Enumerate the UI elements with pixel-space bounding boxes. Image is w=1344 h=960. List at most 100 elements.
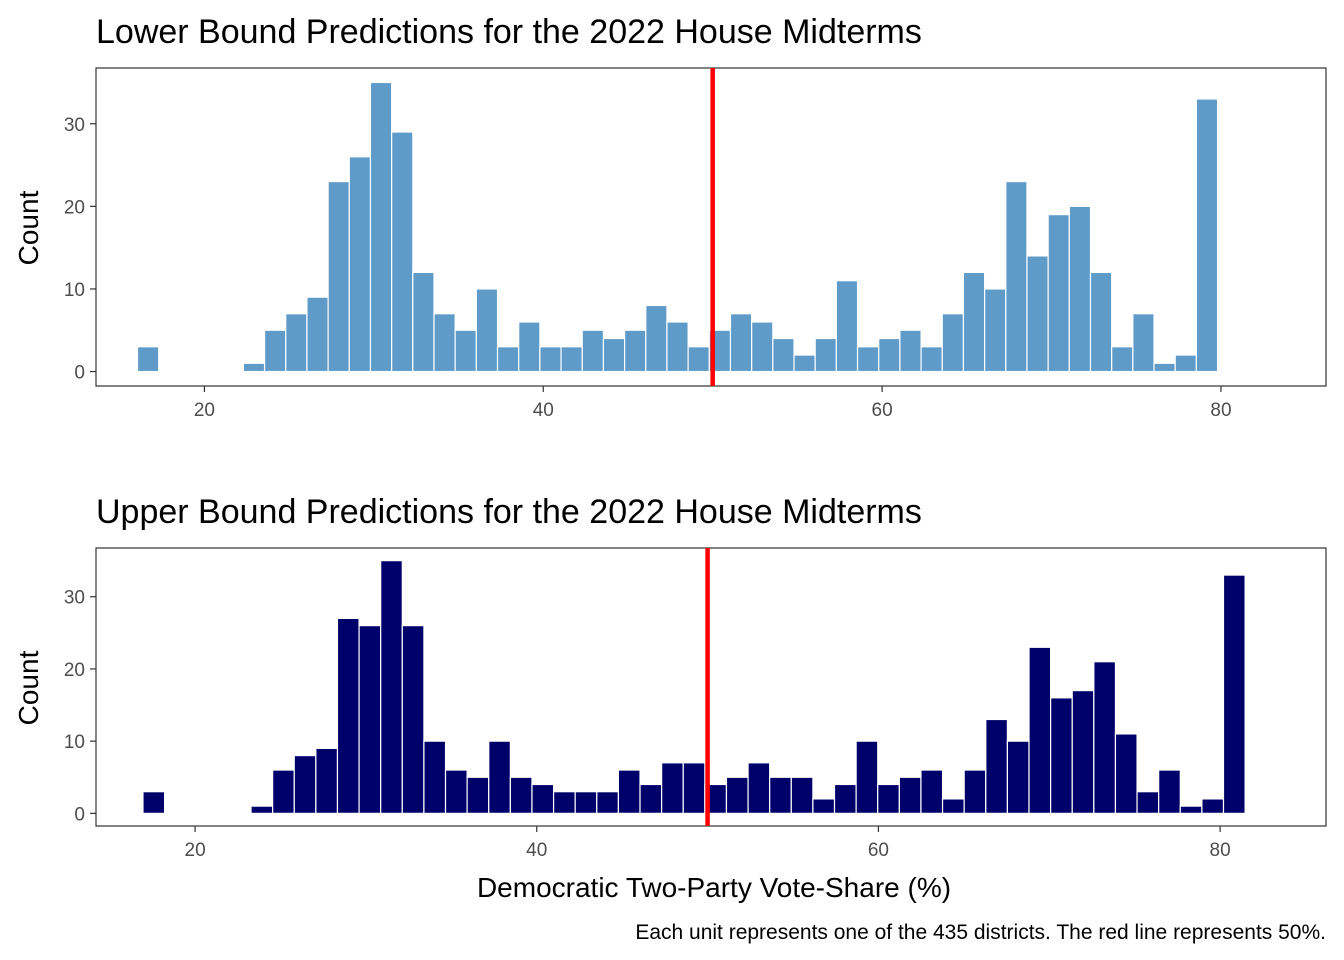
- upper-bound-bar: [488, 740, 511, 814]
- upper-bound-x-tick-label: 80: [1210, 840, 1231, 861]
- lower-bound-bar: [687, 346, 710, 373]
- upper-bound-bar: [920, 769, 944, 814]
- upper-bound-bar: [639, 783, 663, 814]
- upper-bound-bar: [790, 776, 814, 814]
- lower-bound-bar: [1005, 180, 1028, 373]
- upper-bound-bar: [1179, 805, 1203, 814]
- x-axis-label: Democratic Two-Party Vote-Share (%): [477, 872, 951, 903]
- upper-bound-bar: [358, 625, 382, 814]
- lower-bound-bar: [941, 313, 965, 373]
- lower-bound-x-tick-label: 40: [533, 400, 554, 421]
- lower-bound-bars: [136, 81, 1219, 373]
- upper-bound-bars: [142, 560, 1246, 814]
- upper-bound-bar: [315, 747, 339, 814]
- upper-bound-bar: [1158, 769, 1181, 814]
- lower-bound-bar: [602, 337, 626, 373]
- lower-bound-panel: Lower Bound Predictions for the 2022 Hou…: [13, 13, 1327, 421]
- upper-bound-bar: [898, 776, 922, 814]
- lower-bound-bar: [496, 346, 520, 373]
- lower-bound-x-tick-label: 80: [1210, 400, 1231, 421]
- lower-bound-bar: [623, 329, 647, 373]
- lower-bound-y-tick-label: 20: [64, 197, 85, 218]
- upper-bound-bar: [682, 762, 706, 814]
- upper-bound-bar: [293, 754, 317, 814]
- upper-bound-bar: [725, 776, 749, 814]
- upper-bound-y-tick-label: 30: [64, 588, 85, 609]
- upper-bound-x-axis: 20 40 60 80: [185, 826, 1231, 861]
- lower-bound-bar: [666, 321, 689, 373]
- upper-bound-y-axis: 0 10 20 30: [64, 588, 96, 825]
- lower-bound-bar: [263, 329, 287, 373]
- lower-bound-bar: [645, 304, 668, 373]
- upper-bound-bar: [272, 769, 295, 814]
- upper-bound-x-tick-label: 60: [868, 840, 889, 861]
- upper-bound-bar: [1201, 798, 1225, 814]
- lower-bound-y-tick-label: 10: [64, 280, 85, 301]
- lower-bound-bar: [962, 271, 986, 373]
- lower-bound-bar: [518, 321, 541, 373]
- lower-bound-bar: [1153, 362, 1176, 373]
- upper-bound-bar: [1028, 646, 1052, 814]
- lower-bound-bar: [539, 346, 562, 373]
- upper-bound-bar: [574, 791, 598, 814]
- upper-bound-bar: [1222, 574, 1246, 814]
- upper-bound-bar: [941, 798, 965, 814]
- lower-bound-y-tick-label: 30: [64, 115, 85, 136]
- lower-bound-bar: [899, 329, 922, 373]
- lower-bound-y-axis: 0 10 20 30: [64, 115, 96, 384]
- lower-bound-bar: [1047, 214, 1070, 373]
- upper-bound-bar: [552, 791, 576, 814]
- lower-bound-bar: [1132, 313, 1155, 373]
- upper-bound-bar: [812, 798, 836, 814]
- upper-bound-bar: [423, 740, 447, 814]
- lower-bound-bar: [835, 280, 859, 373]
- lower-bound-bar: [136, 346, 160, 373]
- lower-bound-bar: [348, 156, 372, 373]
- upper-bound-bar: [963, 769, 987, 814]
- upper-bound-x-tick-label: 40: [526, 840, 547, 861]
- upper-bound-bar: [1136, 791, 1160, 814]
- upper-bound-ylabel: Count: [13, 650, 44, 725]
- upper-bound-panel: Upper Bound Predictions for the 2022 Hou…: [13, 493, 1327, 861]
- upper-bound-y-tick-label: 20: [64, 660, 85, 681]
- lower-bound-bar: [581, 329, 605, 373]
- lower-bound-x-tick-label: 20: [194, 400, 215, 421]
- upper-bound-bar: [336, 617, 360, 814]
- lower-bound-bar: [1089, 271, 1113, 373]
- upper-bound-bar: [855, 740, 879, 814]
- lower-bound-y-tick-label: 0: [74, 363, 85, 384]
- upper-bound-bar: [833, 783, 857, 814]
- upper-bound-bar: [1071, 690, 1095, 814]
- lower-bound-bar: [1174, 354, 1197, 373]
- lower-bound-bar: [475, 288, 499, 373]
- lower-bound-bar: [793, 354, 816, 373]
- lower-bound-bar: [391, 131, 414, 373]
- lower-bound-bar: [327, 180, 350, 373]
- lower-bound-bar: [454, 329, 477, 373]
- lower-bound-bar: [772, 337, 795, 373]
- upper-bound-bar: [444, 769, 468, 814]
- upper-bound-bar: [466, 776, 490, 814]
- lower-bound-bar: [285, 313, 308, 373]
- upper-bound-y-tick-label: 0: [74, 804, 85, 825]
- upper-bound-bar: [747, 762, 771, 814]
- lower-bound-bar: [306, 296, 329, 373]
- lower-bound-bar: [984, 288, 1007, 373]
- lower-bound-bar: [560, 346, 583, 373]
- lower-bound-x-tick-label: 60: [872, 400, 893, 421]
- lower-bound-bar: [920, 346, 943, 373]
- upper-bound-bar: [250, 805, 274, 814]
- lower-bound-bar: [1195, 98, 1219, 373]
- lower-bound-bar: [242, 362, 266, 373]
- upper-bound-bar: [617, 769, 641, 814]
- upper-bound-bar: [661, 762, 684, 814]
- upper-bound-bar: [142, 791, 166, 814]
- upper-bound-bar: [596, 791, 620, 814]
- lower-bound-bar: [878, 337, 901, 373]
- upper-bound-title: Upper Bound Predictions for the 2022 Hou…: [96, 493, 922, 531]
- upper-bound-bar: [1006, 740, 1030, 814]
- lower-bound-bar: [369, 81, 393, 373]
- upper-bound-y-tick-label: 10: [64, 732, 85, 753]
- upper-bound-bar: [1114, 733, 1138, 814]
